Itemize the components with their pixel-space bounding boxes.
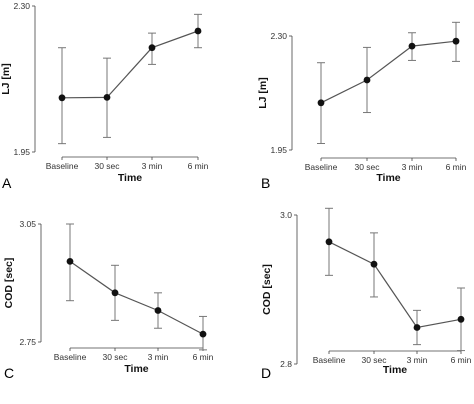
data-point [58,94,66,102]
y-tick-label: 1.95 [270,145,287,155]
x-tick-label: Baseline [46,161,79,171]
y-tick-label: 2.30 [270,31,287,41]
x-axis-title: Time [376,172,400,184]
data-point [66,258,74,265]
y-tick-label: 2.30 [13,1,30,11]
panel-letter: D [261,365,271,381]
panel-c: Baseline 30 sec 3 min 6 min 3.05 2.75 Time COD … [3,219,214,381]
x-tick-label: 6 min [193,352,214,362]
x-axis-title: Time [124,363,148,375]
x-tick-label: 30 sec [102,352,128,362]
data-point [370,260,378,268]
x-tick-label: 3 min [407,355,428,365]
x-tick-label: Baseline [313,355,346,365]
x-tick-label: 3 min [402,162,423,172]
y-axis-title: COD [sec] [261,264,273,315]
data-point [363,76,371,84]
data-point [194,27,202,35]
y-tick-label: 2.75 [19,337,36,347]
series-line [320,40,457,104]
y-axis-title: COD [sec] [3,258,15,309]
x-axis-title: Time [383,364,407,376]
panel-letter: C [4,365,14,381]
panel-letter: B [261,175,270,191]
x-tick-label: Baseline [54,352,87,362]
y-tick-label: 3.0 [280,210,292,220]
data-point [325,238,333,246]
panel-letter: A [2,175,12,191]
y-tick-label: 1.95 [13,147,30,157]
data-point [457,315,465,323]
panel-d: Baseline 30 sec 3 min 6 min 3.0 2.8 Time COD [s… [261,207,472,381]
data-point [317,99,325,107]
x-tick-label: 30 sec [361,355,387,365]
y-tick-label: 2.8 [280,359,292,369]
x-tick-label: Baseline [305,162,338,172]
data-point [452,37,460,45]
y-tick-label: 3.05 [19,219,36,229]
series-line [61,30,199,99]
data-point [154,307,162,314]
data-point [413,324,421,331]
panel-a: Baseline 30 sec 3 min 6 min 2.30 1.95 Time LJ [… [0,1,209,191]
series-line [328,241,462,329]
panel-b: Baseline 30 sec 3 min 6 min 2.30 1.95 Time LJ [… [257,21,467,191]
y-axis-title: LJ [m] [257,77,269,109]
data-point [408,42,416,50]
data-point [111,289,119,297]
x-tick-label: 30 sec [354,162,380,172]
series-line [69,260,204,335]
x-tick-label: 30 sec [94,161,120,171]
x-tick-label: 6 min [446,162,467,172]
x-tick-label: 6 min [451,355,472,365]
x-tick-label: 3 min [148,352,169,362]
data-point [148,44,156,52]
x-axis-title: Time [118,172,142,184]
y-axis-title: LJ [m] [0,63,12,95]
x-tick-label: 3 min [142,161,163,171]
data-point [199,330,207,338]
x-tick-label: 6 min [188,161,209,171]
data-point [103,94,111,101]
